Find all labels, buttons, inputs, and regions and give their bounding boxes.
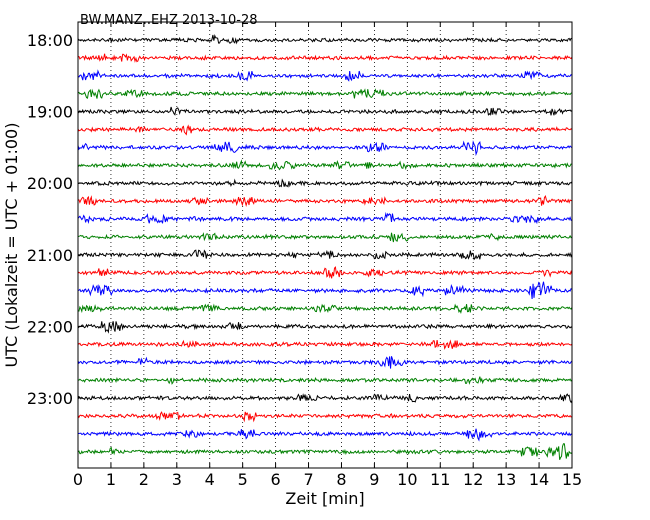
x-tick-label: 13	[496, 470, 516, 489]
y-axis-label: UTC (Lokalzeit = UTC + 01:00)	[2, 123, 21, 368]
y-tick-label: 20:00	[27, 174, 73, 193]
x-tick-label: 5	[238, 470, 248, 489]
x-tick-label: 12	[463, 470, 483, 489]
trace-2045	[77, 232, 573, 243]
y-tick-label: 21:00	[27, 246, 73, 265]
x-tick-label: 15	[562, 470, 582, 489]
trace-2145	[77, 303, 573, 315]
trace-1945	[77, 159, 573, 171]
x-tick-label: 1	[106, 470, 116, 489]
grid-lines	[110, 22, 540, 468]
chart-title: BW.MANZ..EHZ 2013-10-28	[80, 13, 258, 28]
seismogram-traces	[77, 34, 573, 460]
x-tick-label: 8	[336, 470, 346, 489]
trace-2100	[77, 249, 573, 261]
x-tick-label: 2	[139, 470, 149, 489]
trace-2230	[77, 356, 573, 369]
x-ticks: 0 1 2 3 4 5 6 7 8 9 10 11 12 13 14 15	[73, 22, 582, 489]
x-tick-label: 6	[271, 470, 281, 489]
x-tick-label: 3	[172, 470, 182, 489]
trace-1830	[77, 69, 573, 82]
trace-2200	[77, 321, 573, 334]
y-tick-label: 23:00	[27, 389, 73, 408]
trace-1915	[77, 124, 573, 136]
x-tick-label: 7	[303, 470, 313, 489]
trace-2215	[77, 339, 573, 350]
x-axis-label: Zeit [min]	[285, 489, 364, 508]
trace-2015	[78, 194, 573, 207]
y-ticks: 18:00 19:00 20:00 21:00 22:00 23:00	[27, 31, 83, 408]
trace-1815	[77, 53, 573, 63]
y-tick-label: 19:00	[27, 103, 73, 122]
trace-1845	[77, 88, 573, 99]
trace-2315	[77, 411, 573, 423]
trace-2345	[77, 443, 573, 460]
trace-2030	[77, 211, 573, 225]
y-tick-label: 22:00	[27, 317, 73, 336]
x-tick-label: 0	[73, 470, 83, 489]
x-tick-label: 9	[369, 470, 379, 489]
plot-frame	[77, 21, 573, 469]
x-tick-label: 14	[529, 470, 549, 489]
trace-2000	[77, 178, 573, 188]
x-tick-label: 11	[430, 470, 450, 489]
x-tick-label: 4	[205, 470, 215, 489]
trace-2130	[77, 281, 573, 300]
trace-2330	[77, 428, 573, 442]
y-tick-label: 18:00	[27, 31, 73, 50]
x-tick-label: 10	[397, 470, 417, 489]
trace-1930	[77, 140, 573, 157]
trace-1900	[77, 106, 573, 116]
trace-2115	[77, 266, 573, 279]
trace-2245	[77, 376, 573, 385]
trace-1800	[77, 34, 573, 45]
trace-2300	[77, 393, 573, 404]
